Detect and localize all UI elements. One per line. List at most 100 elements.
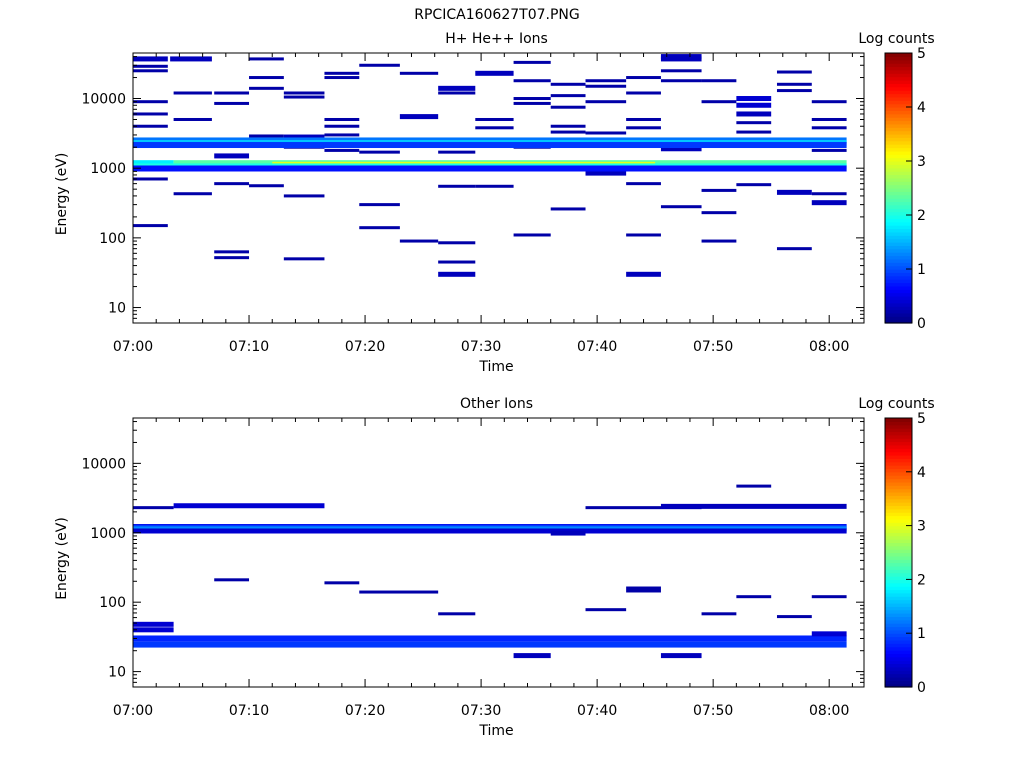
heatmap-bin	[701, 79, 737, 83]
heatmap-bin	[133, 627, 174, 633]
colorbar-tick-label: 5	[917, 46, 926, 62]
heatmap-bin	[811, 631, 847, 637]
heatmap-bin	[626, 182, 661, 186]
colorbar-tick-label: 1	[917, 626, 926, 642]
colorbar-cell	[885, 194, 912, 199]
colorbar-cell	[885, 522, 912, 527]
heatmap-bins	[133, 484, 847, 659]
heatmap-bin	[249, 86, 284, 90]
colorbar-cell	[885, 53, 912, 57]
heatmap-bin	[133, 528, 847, 534]
x-tick-label: 07:30	[461, 339, 501, 355]
colorbar-cell	[885, 582, 912, 587]
colorbar-cell	[885, 272, 912, 277]
panel-title: H+ He++ Ions	[445, 31, 548, 47]
heatmap-bin	[513, 97, 551, 101]
heatmap-bin	[170, 56, 212, 62]
heatmap-bin	[173, 117, 212, 121]
colorbar-cell	[885, 451, 912, 456]
heatmap-bin	[399, 71, 439, 75]
colorbar-cell	[885, 636, 912, 641]
heatmap-bin	[214, 91, 250, 95]
heatmap-bin	[133, 56, 168, 62]
x-tick-label: 07:40	[577, 703, 617, 719]
colorbar-cell	[885, 616, 912, 621]
heatmap-bin	[283, 91, 325, 95]
colorbar-cell	[885, 552, 912, 557]
colorbar-cell	[885, 258, 912, 263]
colorbar-cell	[885, 572, 912, 577]
heatmap-bin	[776, 89, 812, 93]
figure-title: RPCICA160627T07.PNG	[414, 7, 579, 23]
colorbar-cell	[885, 579, 912, 584]
heatmap-bin	[214, 101, 250, 105]
heatmap-bin	[133, 621, 174, 627]
colorbar-cell	[885, 502, 912, 507]
x-tick-label: 07:20	[345, 339, 385, 355]
colorbar-cell	[885, 292, 912, 297]
colorbar-cell	[885, 63, 912, 68]
colorbar-cell	[885, 164, 912, 169]
heatmap-bin	[324, 71, 360, 75]
colorbar-cell	[885, 454, 912, 459]
colorbar-cell	[885, 282, 912, 287]
heatmap-bins	[133, 54, 847, 277]
colorbar-cell	[885, 670, 912, 675]
colorbar-cell	[885, 498, 912, 503]
heatmap-bin	[513, 653, 551, 659]
colorbar-cell	[885, 69, 912, 74]
heatmap-bin	[475, 184, 514, 188]
colorbar-tick-label: 2	[917, 572, 926, 588]
heatmap-bin	[736, 96, 772, 102]
colorbar-cell	[885, 262, 912, 267]
colorbar-cell	[885, 235, 912, 240]
colorbar-cell	[885, 181, 912, 186]
colorbar-cell	[885, 225, 912, 230]
heatmap-bin	[811, 117, 847, 121]
colorbar-cell	[885, 505, 912, 510]
colorbar-cell	[885, 589, 912, 594]
colorbar-cell	[885, 663, 912, 668]
heatmap-bin	[736, 484, 772, 488]
colorbar-cell	[885, 127, 912, 132]
colorbar-cell	[885, 680, 912, 685]
colorbar-cell	[885, 465, 912, 470]
colorbar-cell	[885, 539, 912, 544]
colorbar-cell	[885, 683, 912, 688]
colorbar-cell	[885, 475, 912, 480]
colorbar-cell	[885, 218, 912, 223]
colorbar-cell	[885, 117, 912, 122]
colorbar-cell	[885, 555, 912, 560]
colorbar-cell	[885, 528, 912, 533]
colorbar-cell	[885, 434, 912, 439]
colorbar-cell	[885, 545, 912, 550]
colorbar-cell	[885, 478, 912, 483]
y-tick-label: 10000	[81, 92, 126, 108]
heatmap-bin	[701, 239, 737, 243]
colorbar-label: Log counts	[858, 31, 934, 47]
heatmap-bin	[585, 506, 702, 510]
colorbar-cell	[885, 154, 912, 159]
colorbar-cell	[885, 491, 912, 496]
colorbar-cell	[885, 599, 912, 604]
heatmap-bin	[626, 586, 661, 590]
heatmap-bin	[359, 590, 439, 594]
heatmap-bin	[438, 150, 476, 154]
colorbar-cell	[885, 633, 912, 638]
heatmap-bin	[133, 177, 168, 181]
colorbar-cell	[885, 448, 912, 453]
heatmap-bin	[550, 105, 586, 109]
heatmap-bin	[283, 257, 325, 261]
heatmap-bin	[399, 114, 439, 120]
colorbar-cell	[885, 508, 912, 513]
colorbar-cell	[885, 228, 912, 233]
x-axis-label: Time	[478, 359, 513, 375]
colorbar-cell	[885, 676, 912, 681]
colorbar-cell	[885, 140, 912, 145]
heatmap-bin	[133, 142, 847, 149]
colorbar-cell	[885, 656, 912, 661]
heatmap-bin	[626, 271, 661, 277]
heatmap-bin	[283, 95, 325, 99]
heatmap-bin	[736, 111, 772, 117]
